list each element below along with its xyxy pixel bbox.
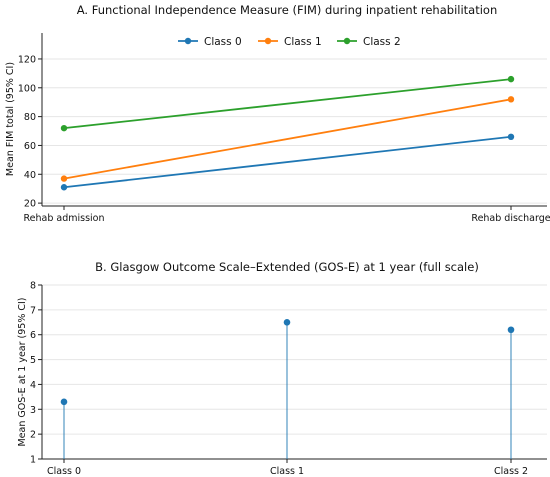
x-tick-label: Class 1 bbox=[270, 466, 304, 477]
y-tick-label: 120 bbox=[18, 54, 36, 65]
legend-marker bbox=[343, 37, 351, 45]
panel-a-series bbox=[60, 75, 515, 191]
legend-marker bbox=[264, 37, 272, 45]
panel-b-title: B. Glasgow Outcome Scale–Extended (GOS-E… bbox=[95, 260, 479, 274]
series-line bbox=[63, 135, 512, 189]
legend-label: Class 2 bbox=[363, 36, 401, 48]
x-tick-label: Rehab discharge bbox=[471, 213, 550, 224]
y-tick-label: 7 bbox=[30, 305, 36, 316]
y-tick-label: 6 bbox=[30, 330, 36, 341]
panel-a-title: A. Functional Independence Measure (FIM)… bbox=[77, 3, 498, 17]
panel-a: A. Functional Independence Measure (FIM)… bbox=[5, 3, 550, 224]
y-tick-label: 1 bbox=[30, 455, 36, 466]
panel-a-y-ticks: 20 40 60 80 100 120 bbox=[18, 54, 42, 210]
y-tick-label: 40 bbox=[24, 170, 36, 181]
y-tick-label: 5 bbox=[30, 355, 36, 366]
lollipop-point bbox=[507, 326, 515, 334]
panel-b-marks bbox=[60, 318, 515, 459]
y-tick-label: 8 bbox=[30, 281, 36, 292]
x-tick-label: Rehab admission bbox=[23, 213, 104, 224]
x-tick-label: Class 0 bbox=[47, 466, 81, 477]
data-point bbox=[507, 75, 515, 83]
y-tick-label: 80 bbox=[24, 112, 36, 123]
data-point bbox=[507, 133, 515, 140]
legend-label: Class 0 bbox=[204, 36, 242, 48]
lollipop-point bbox=[60, 398, 68, 406]
panel-a-x-ticks: Rehab admission Rehab discharge bbox=[23, 206, 550, 224]
panel-a-y-label: Mean FIM total (95% CI) bbox=[5, 62, 16, 176]
y-tick-label: 60 bbox=[24, 141, 36, 152]
y-tick-label: 100 bbox=[18, 83, 36, 94]
y-tick-label: 2 bbox=[30, 430, 36, 441]
panel-a-grid bbox=[42, 58, 547, 204]
y-tick-label: 4 bbox=[30, 380, 36, 391]
legend-marker bbox=[184, 37, 192, 45]
data-point bbox=[60, 184, 68, 191]
y-tick-label: 20 bbox=[24, 199, 36, 210]
panel-b-y-label: Mean GOS-E at 1 year (95% CI) bbox=[17, 297, 28, 446]
y-tick-label: 3 bbox=[30, 405, 36, 416]
lollipop-point bbox=[283, 318, 291, 326]
series-line bbox=[63, 78, 512, 130]
panel-a-legend: Class 0 Class 1 Class 2 bbox=[178, 36, 401, 48]
legend-label: Class 1 bbox=[284, 36, 322, 48]
panel-b-y-ticks: 1 2 3 4 5 6 7 8 bbox=[30, 281, 42, 466]
data-point bbox=[60, 124, 68, 132]
panel-b-x-ticks: Class 0 Class 1 Class 2 bbox=[47, 459, 528, 477]
data-point bbox=[507, 96, 515, 103]
x-tick-label: Class 2 bbox=[494, 466, 528, 477]
data-point bbox=[60, 175, 68, 182]
panel-b: B. Glasgow Outcome Scale–Extended (GOS-E… bbox=[17, 260, 547, 477]
panel-b-grid bbox=[42, 284, 547, 435]
series-line bbox=[63, 98, 512, 180]
